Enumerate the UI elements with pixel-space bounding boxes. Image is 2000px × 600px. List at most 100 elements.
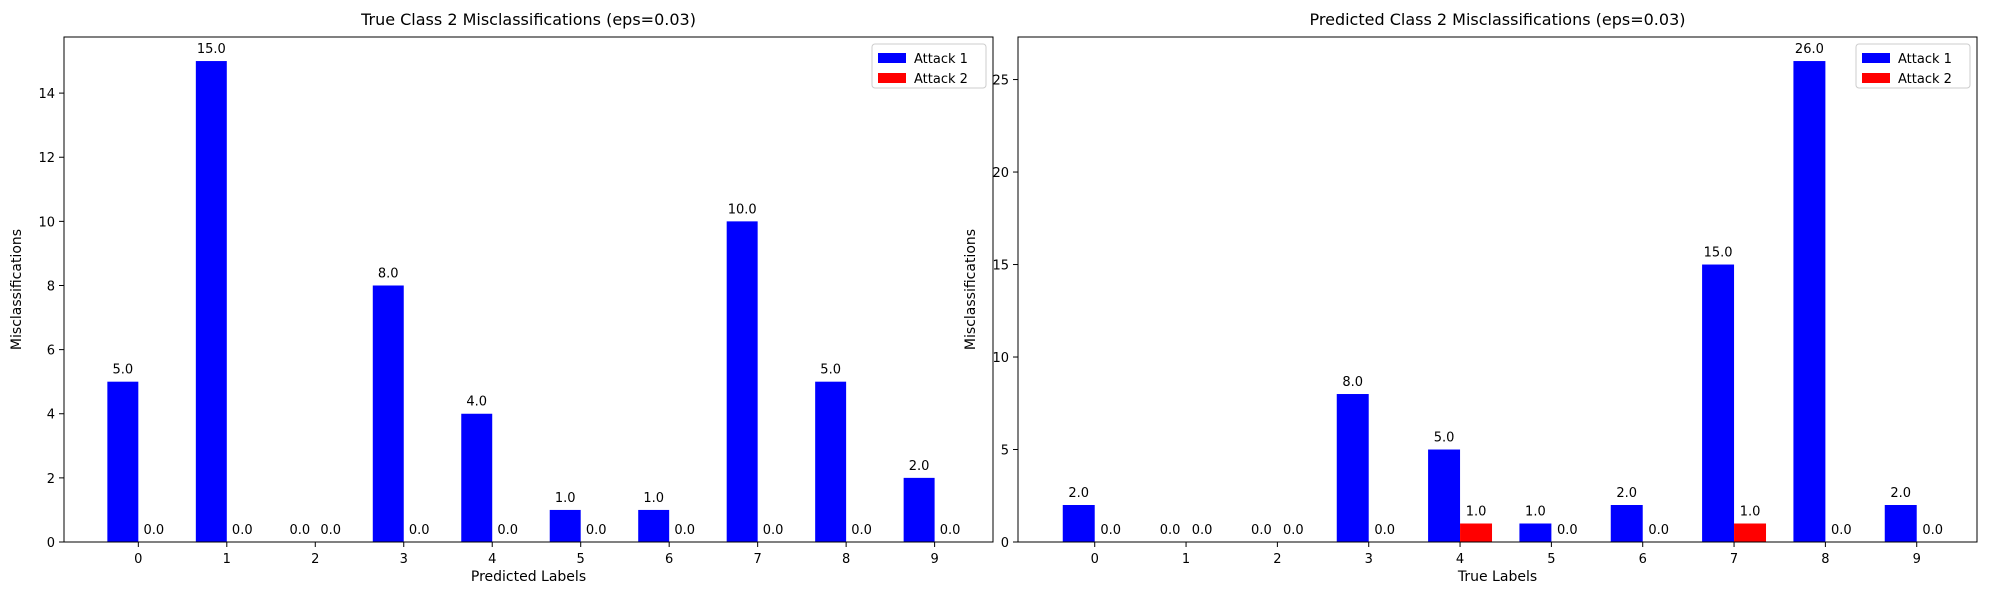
data-label: 1.0 <box>1740 505 1761 520</box>
chart-panel-1: Predicted Class 2 Misclassifications (ep… <box>963 10 1978 585</box>
legend: Attack 1 Attack 2 <box>1855 43 1971 89</box>
bar-attack-1 <box>1884 505 1917 542</box>
data-label: 0.0 <box>763 523 784 538</box>
data-label: 1.0 <box>555 491 576 506</box>
x-tick-label: 5 <box>577 552 585 567</box>
data-label: 0.0 <box>1922 523 1943 538</box>
legend-swatch <box>878 73 906 83</box>
x-tick-label: 1 <box>1182 552 1190 567</box>
y-tick-label: 14 <box>38 87 55 102</box>
x-tick-label: 4 <box>488 552 496 567</box>
legend-entry: Attack 2 <box>914 72 968 87</box>
x-tick-label: 9 <box>930 552 938 567</box>
data-label: 0.0 <box>1283 523 1304 538</box>
y-tick-label: 10 <box>38 215 55 230</box>
data-label: 0.0 <box>1160 523 1181 538</box>
bar-attack-1 <box>1519 523 1552 542</box>
data-label: 8.0 <box>378 266 399 281</box>
data-label: 0.0 <box>143 523 164 538</box>
x-tick-label: 0 <box>134 552 142 567</box>
data-label: 0.0 <box>232 523 253 538</box>
y-axis-label: Misclassifications <box>9 229 25 350</box>
bar-attack-1 <box>726 221 758 542</box>
x-tick-label: 8 <box>842 552 850 567</box>
data-label: 5.0 <box>820 363 841 378</box>
x-axis-label: True Labels <box>1457 569 1537 585</box>
x-tick-label: 3 <box>1365 552 1373 567</box>
legend-entry: Attack 1 <box>914 52 968 67</box>
data-label: 0.0 <box>1557 523 1578 538</box>
plot-frame <box>63 36 994 543</box>
bar-attack-2 <box>1734 523 1767 542</box>
y-axis-label: Misclassifications <box>963 229 979 350</box>
x-tick-label: 7 <box>1730 552 1738 567</box>
x-tick-label: 8 <box>1821 552 1829 567</box>
data-label: 0.0 <box>289 523 310 538</box>
y-tick-label: 10 <box>992 351 1009 366</box>
data-label: 0.0 <box>1648 523 1669 538</box>
bar-attack-1 <box>372 285 404 542</box>
data-label: 1.0 <box>643 491 664 506</box>
data-label: 0.0 <box>1100 523 1121 538</box>
x-tick-label: 2 <box>1273 552 1281 567</box>
x-tick-label: 4 <box>1456 552 1464 567</box>
y-tick-label: 12 <box>38 151 55 166</box>
data-label: 0.0 <box>1831 523 1852 538</box>
y-tick-label: 5 <box>1001 444 1009 459</box>
data-label: 1.0 <box>1466 505 1487 520</box>
data-label: 15.0 <box>197 42 226 57</box>
data-label: 5.0 <box>1434 431 1455 446</box>
bar-attack-1 <box>1610 505 1643 542</box>
legend-swatch <box>1862 53 1890 63</box>
data-label: 2.0 <box>1890 486 1911 501</box>
bar-attack-1 <box>1702 264 1735 542</box>
bar-attack-1 <box>107 381 139 542</box>
y-tick-label: 25 <box>992 74 1009 89</box>
data-label: 0.0 <box>940 523 961 538</box>
bar-attack-1 <box>549 509 581 542</box>
chart-title: Predicted Class 2 Misclassifications (ep… <box>1310 10 1686 29</box>
y-tick-label: 4 <box>47 408 55 423</box>
data-label: 4.0 <box>466 395 487 410</box>
legend-swatch <box>878 53 906 63</box>
data-label: 10.0 <box>728 202 757 217</box>
y-tick-label: 6 <box>47 344 55 359</box>
bar-attack-1 <box>903 477 935 542</box>
data-label: 2.0 <box>1068 486 1089 501</box>
data-label: 2.0 <box>909 459 930 474</box>
y-tick-label: 0 <box>47 536 55 551</box>
y-tick-label: 15 <box>992 259 1009 274</box>
legend-entry: Attack 2 <box>1898 72 1952 87</box>
x-tick-label: 2 <box>311 552 319 567</box>
x-tick-label: 5 <box>1547 552 1555 567</box>
bar-attack-2 <box>1460 523 1493 542</box>
bar-attack-1 <box>1336 394 1369 542</box>
data-label: 0.0 <box>497 523 518 538</box>
x-tick-label: 6 <box>665 552 673 567</box>
plot-frame <box>1017 36 1978 543</box>
bar-attack-1 <box>1062 505 1095 542</box>
data-label: 26.0 <box>1795 42 1824 57</box>
bar-attack-1 <box>195 61 227 543</box>
bar-attack-1 <box>461 413 493 542</box>
data-label: 8.0 <box>1342 375 1363 390</box>
x-tick-label: 0 <box>1091 552 1099 567</box>
x-tick-label: 7 <box>754 552 762 567</box>
data-label: 0.0 <box>409 523 430 538</box>
data-label: 0.0 <box>1374 523 1395 538</box>
data-label: 15.0 <box>1704 246 1733 261</box>
bar-attack-1 <box>1793 61 1826 543</box>
data-label: 0.0 <box>320 523 341 538</box>
data-label: 5.0 <box>112 363 133 378</box>
x-tick-label: 6 <box>1639 552 1647 567</box>
chart-title: True Class 2 Misclassifications (eps=0.0… <box>360 10 696 29</box>
data-label: 1.0 <box>1525 505 1546 520</box>
y-tick-label: 0 <box>1001 536 1009 551</box>
data-label: 0.0 <box>1192 523 1213 538</box>
chart-panel-0: True Class 2 Misclassifications (eps=0.0… <box>9 10 994 585</box>
legend: Attack 1 Attack 2 <box>871 43 987 89</box>
legend-swatch <box>1862 73 1890 83</box>
x-tick-label: 1 <box>223 552 231 567</box>
x-tick-label: 3 <box>400 552 408 567</box>
